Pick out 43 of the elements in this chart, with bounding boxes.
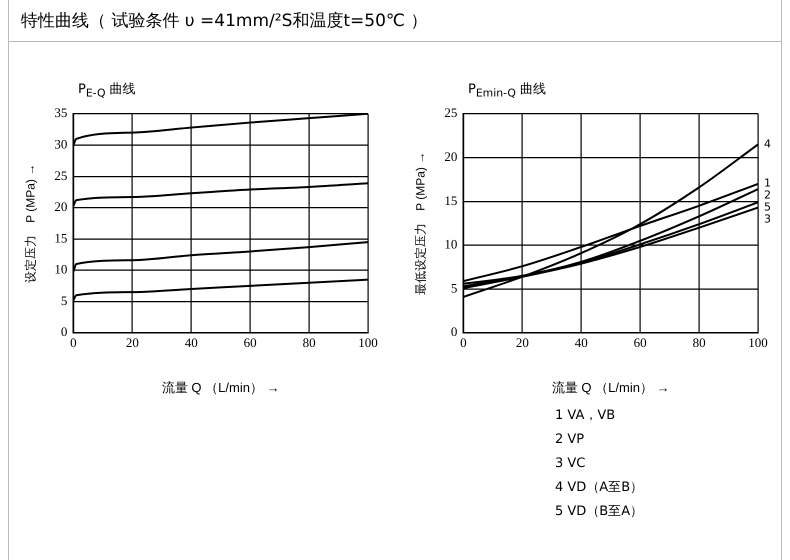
y-tick-label: 10 [444, 236, 458, 252]
y-tick-label: 5 [450, 280, 458, 296]
y-tick-label: 25 [444, 105, 458, 120]
y-tick-label: 35 [54, 105, 68, 120]
x-axis-title: 流量 Q （L/min） → [162, 380, 280, 395]
x-tick-label: 80 [302, 335, 316, 350]
y-axis-title: 最低设定压力 P (MPa) → [414, 152, 428, 295]
x-tick-label: 20 [516, 335, 529, 350]
x-tick-label: 0 [70, 335, 77, 350]
y-tick-label: 30 [54, 136, 68, 152]
text: 5 VD（B至A） [555, 503, 644, 521]
series-label: 4 [764, 137, 771, 150]
x-tick-label: 0 [460, 335, 467, 350]
y-axis-title: 设定压力 P (MPa) → [24, 164, 38, 283]
y-tick-label: 5 [60, 292, 68, 308]
x-tick-label: 60 [244, 335, 257, 350]
text: 2 VP [555, 431, 586, 449]
text: 特性曲线（ 试验条件 υ =41mm/²S和温度t=50℃ ） [8, 0, 782, 42]
y-tick-label: 0 [60, 324, 68, 340]
y-tick-label: 0 [450, 324, 458, 340]
y-tick-label: 10 [54, 262, 68, 277]
x-tick-label: 80 [692, 335, 706, 350]
x-tick-label: 20 [126, 335, 139, 350]
y-tick-label: 20 [54, 199, 68, 214]
y-tick-label: 15 [444, 192, 458, 208]
y-tick-label: 20 [444, 149, 458, 164]
series-label: 3 [764, 212, 771, 226]
series-label: 5 [764, 200, 771, 214]
chart-title: P$_{Emin-Q}$ 曲线 [468, 81, 548, 100]
x-tick-label: 100 [748, 335, 768, 350]
y-tick-label: 15 [54, 230, 68, 246]
series-label: 1 [764, 176, 771, 190]
series-label: 2 [764, 188, 771, 202]
x-tick-label: 60 [634, 335, 647, 350]
x-tick-label: 40 [574, 335, 588, 350]
x-tick-label: 100 [358, 335, 378, 350]
x-axis-title: 流量 Q （L/min） → [552, 380, 670, 395]
y-tick-label: 25 [54, 168, 68, 183]
text: 4 VD（A至B） [555, 479, 644, 497]
text: 1 VA，VB [555, 407, 616, 425]
chart-title: P$_{E-Q}$ 曲线 [78, 81, 137, 100]
text: 3 VC [555, 455, 586, 473]
x-tick-label: 40 [184, 335, 198, 350]
